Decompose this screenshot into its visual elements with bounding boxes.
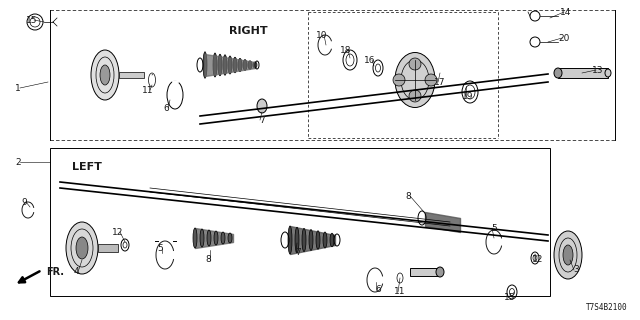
Text: 1: 1 — [15, 84, 21, 92]
Ellipse shape — [91, 50, 119, 100]
Ellipse shape — [200, 229, 204, 247]
Text: 18: 18 — [340, 45, 352, 54]
Ellipse shape — [309, 230, 313, 251]
Ellipse shape — [76, 237, 88, 259]
Text: 2: 2 — [15, 157, 21, 166]
Ellipse shape — [238, 59, 242, 72]
Text: 7: 7 — [295, 247, 301, 257]
Ellipse shape — [288, 226, 292, 254]
Ellipse shape — [395, 52, 435, 108]
Text: 13: 13 — [592, 66, 604, 75]
Circle shape — [425, 74, 437, 86]
Ellipse shape — [436, 267, 444, 277]
Ellipse shape — [554, 68, 562, 78]
Ellipse shape — [257, 99, 267, 113]
Text: 9: 9 — [21, 197, 27, 206]
Text: 11: 11 — [142, 85, 154, 94]
Ellipse shape — [207, 230, 211, 246]
Ellipse shape — [218, 54, 222, 76]
Text: 3: 3 — [573, 266, 579, 275]
Text: 6: 6 — [375, 285, 381, 294]
Text: 14: 14 — [560, 7, 572, 17]
Text: 5: 5 — [491, 223, 497, 233]
Text: 12: 12 — [112, 228, 124, 236]
Text: 6: 6 — [163, 103, 169, 113]
Ellipse shape — [253, 62, 257, 68]
Text: 20: 20 — [558, 34, 570, 43]
Ellipse shape — [203, 52, 207, 78]
Text: 5: 5 — [157, 244, 163, 252]
Ellipse shape — [316, 231, 320, 249]
Text: LEFT: LEFT — [72, 162, 102, 172]
Ellipse shape — [193, 228, 197, 248]
Text: FR.: FR. — [46, 267, 64, 277]
Ellipse shape — [243, 60, 247, 70]
Text: T7S4B2100: T7S4B2100 — [586, 303, 628, 312]
Ellipse shape — [223, 55, 227, 75]
Bar — [410, 268, 440, 276]
Text: 15: 15 — [26, 15, 38, 25]
Text: 8: 8 — [405, 191, 411, 201]
Bar — [558, 68, 608, 78]
Ellipse shape — [214, 231, 218, 245]
Text: 7: 7 — [259, 116, 265, 124]
Text: 12: 12 — [532, 255, 544, 265]
Ellipse shape — [563, 245, 573, 265]
Text: RIGHT: RIGHT — [228, 26, 268, 36]
Text: 15: 15 — [504, 293, 516, 302]
Ellipse shape — [233, 57, 237, 73]
Text: 8: 8 — [205, 255, 211, 265]
Text: 19: 19 — [462, 92, 474, 100]
Ellipse shape — [213, 53, 217, 77]
Ellipse shape — [295, 227, 299, 253]
Bar — [98, 244, 118, 252]
Bar — [50, 148, 550, 296]
Text: 16: 16 — [364, 55, 376, 65]
Text: 4: 4 — [73, 268, 79, 276]
Ellipse shape — [330, 233, 334, 247]
Text: 11: 11 — [394, 287, 406, 297]
Ellipse shape — [554, 231, 582, 279]
Ellipse shape — [228, 233, 232, 243]
Text: 10: 10 — [316, 30, 328, 39]
Ellipse shape — [323, 232, 327, 248]
Ellipse shape — [66, 222, 98, 274]
Ellipse shape — [100, 65, 110, 85]
Circle shape — [393, 74, 405, 86]
Ellipse shape — [228, 56, 232, 74]
Ellipse shape — [248, 61, 252, 69]
Bar — [119, 72, 144, 78]
Ellipse shape — [221, 232, 225, 244]
Circle shape — [409, 90, 421, 102]
Ellipse shape — [605, 69, 611, 77]
Circle shape — [409, 58, 421, 70]
Text: 17: 17 — [435, 77, 445, 86]
Ellipse shape — [302, 228, 306, 252]
